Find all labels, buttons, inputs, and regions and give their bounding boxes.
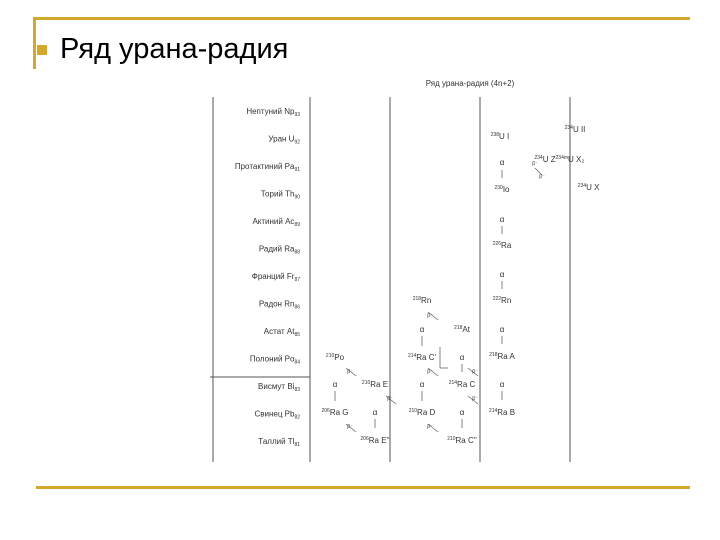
element-label: Франций Fr87 <box>252 272 300 283</box>
beta-label: β⁻ <box>427 424 433 430</box>
diagram-header: Ряд урана-радия (4n+2) <box>426 79 515 88</box>
nuclide-label: 214Ra B <box>489 408 515 417</box>
beta-label: β⁻ <box>472 396 478 402</box>
nuclide-label: 210Po <box>326 353 345 362</box>
nuclide-label: 234U Z <box>534 155 555 164</box>
decay-arrow <box>345 367 357 377</box>
alpha-label: α <box>460 408 465 417</box>
nuclide-label: 206Ra G <box>321 408 348 417</box>
bullet <box>37 45 47 55</box>
alpha-label: α <box>500 215 505 224</box>
element-label: Актиний Ac89 <box>252 217 300 228</box>
beta-label: β⁻ <box>387 396 393 402</box>
beta-label: β⁻ <box>472 369 478 375</box>
nuclide-label: 218Ra A <box>489 352 515 361</box>
decay-arrow <box>345 423 357 433</box>
left-rule <box>33 17 36 69</box>
nuclide-label: 210Ra C'' <box>447 436 477 445</box>
element-label: Радон Rn86 <box>259 300 300 311</box>
element-label: Полоний Po84 <box>250 355 300 366</box>
alpha-label: α <box>500 158 505 167</box>
nuclide-label: 210Ra E <box>362 380 388 389</box>
nuclide-label: 218At <box>454 325 471 334</box>
alpha-label: α <box>333 380 338 389</box>
top-rule <box>36 17 690 20</box>
beta-label: β⁻ <box>539 174 545 180</box>
decay-arrow <box>467 367 479 377</box>
alpha-label: α <box>500 270 505 279</box>
nuclide-label: 230Io <box>494 185 510 194</box>
nuclide-label: 210Ra D <box>409 408 436 417</box>
nuclide-label: 214Ra C <box>449 380 476 389</box>
nuclide-label: 234mU X₂ <box>556 155 585 164</box>
nuclide-label: 206Ra E'' <box>360 436 390 445</box>
decay-arrow <box>534 167 543 176</box>
element-label: Астат At85 <box>264 327 300 338</box>
nuclide-label: 234U X₁ <box>578 183 600 192</box>
element-label: Свинец Pb82 <box>254 410 300 421</box>
element-label: Нептуний Np93 <box>246 107 300 118</box>
alpha-label: α <box>500 380 505 389</box>
beta-label: β⁻ <box>347 369 353 375</box>
element-label: Уран U92 <box>268 135 300 146</box>
beta-label: β⁻ <box>427 369 433 375</box>
slide-title: Ряд урана-радия <box>60 33 289 65</box>
nuclide-label: 226Ra <box>493 241 512 250</box>
alpha-label: α <box>500 325 505 334</box>
element-label: Таллий Tl81 <box>258 437 300 448</box>
element-label: Протактиний Pa91 <box>235 162 300 173</box>
alpha-label: α <box>420 325 425 334</box>
beta-label: β⁻ <box>427 313 433 319</box>
decay-arrow <box>427 423 439 433</box>
nuclide-label: 234U II <box>565 125 586 134</box>
decay-arrow <box>427 367 439 377</box>
element-label: Радий Ra88 <box>259 245 300 256</box>
beta-label: β⁻ <box>532 161 538 167</box>
beta-label: β⁻ <box>347 424 353 430</box>
alpha-label: α <box>420 380 425 389</box>
nuclide-label: 222Rn <box>493 296 512 305</box>
element-label: Висмут Bi83 <box>258 382 300 393</box>
decay-arrow <box>467 395 479 405</box>
decay-chain-diagram: Ряд урана-радия (4n+2) Нептуний Np93 Уран… <box>210 79 600 462</box>
nuclide-label: 238U I <box>491 132 510 141</box>
nuclide-label: 218Rn <box>413 296 432 305</box>
decay-arrow <box>385 395 397 405</box>
decay-arrow <box>427 311 439 321</box>
nuclide-label: 214Ra C' <box>408 353 437 362</box>
alpha-label: α <box>460 353 465 362</box>
element-label: Торий Th90 <box>261 190 300 201</box>
alpha-label: α <box>373 408 378 417</box>
bottom-rule <box>36 486 690 489</box>
